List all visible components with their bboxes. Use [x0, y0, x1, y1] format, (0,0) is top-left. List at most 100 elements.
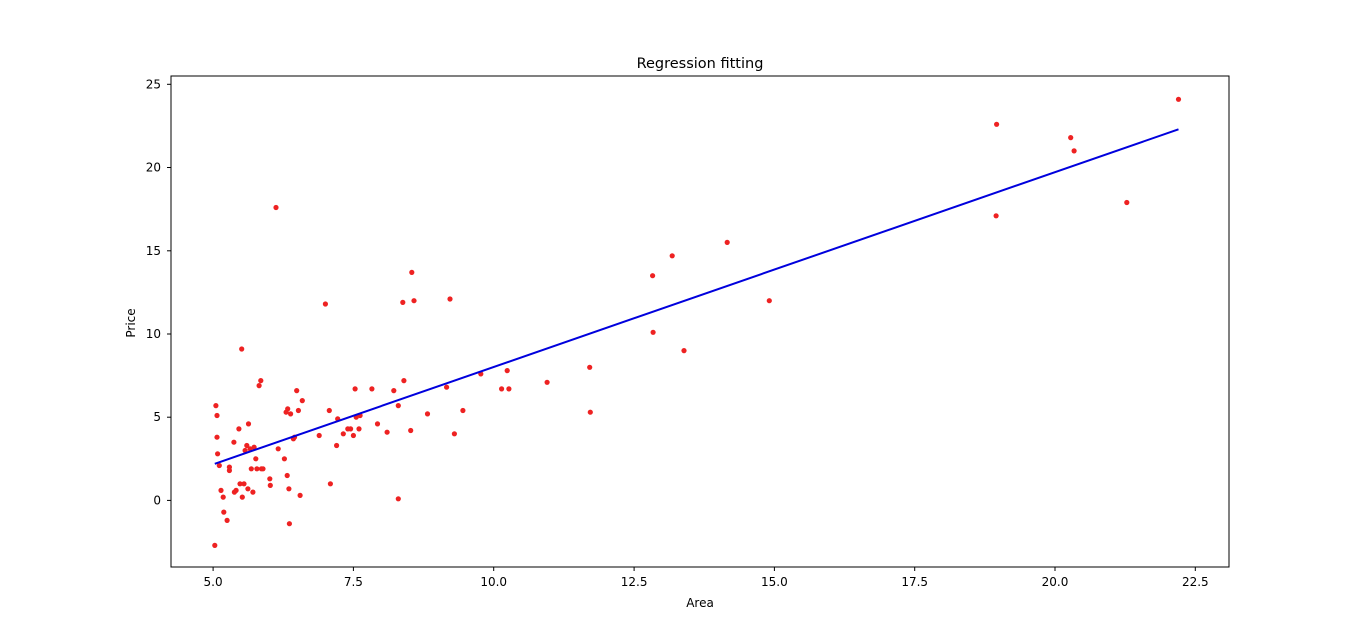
data-point [221, 509, 227, 515]
x-tick-label: 12.5 [621, 575, 648, 589]
data-point [356, 426, 362, 432]
data-point [650, 329, 656, 335]
data-point [409, 269, 415, 275]
data-point [369, 386, 375, 392]
data-point [411, 298, 417, 304]
data-point [766, 298, 772, 304]
x-axis-label: Area [686, 596, 714, 610]
data-point [236, 426, 242, 432]
data-point [352, 386, 358, 392]
data-point [499, 386, 505, 392]
y-tick-label: 0 [153, 493, 161, 507]
data-point [544, 379, 550, 385]
data-point [256, 383, 262, 389]
data-point [220, 494, 226, 500]
data-point [215, 451, 221, 457]
data-point [224, 517, 230, 524]
y-axis-label: Price [124, 308, 138, 337]
data-point [212, 542, 218, 549]
x-tick-label: 22.5 [1182, 575, 1209, 589]
y-tick-label: 5 [153, 410, 161, 424]
data-point [348, 426, 354, 432]
data-point [447, 296, 453, 302]
data-point [273, 204, 279, 211]
data-point [408, 427, 414, 434]
data-point [340, 431, 346, 437]
data-point [260, 466, 266, 472]
data-point [254, 466, 260, 472]
data-point [253, 456, 259, 462]
data-point [286, 486, 292, 492]
data-point [993, 213, 999, 219]
data-point [295, 407, 301, 414]
data-point [460, 407, 466, 414]
data-point [1124, 199, 1130, 206]
data-point [669, 253, 675, 259]
regression-line [214, 128, 1179, 465]
data-point [374, 421, 381, 427]
data-point [239, 494, 245, 500]
data-point [451, 431, 457, 437]
data-point [681, 348, 687, 354]
data-point [424, 411, 431, 417]
data-point [350, 432, 356, 439]
data-point [334, 442, 340, 449]
data-point [216, 462, 222, 469]
data-point [326, 407, 332, 414]
data-point [241, 481, 247, 487]
data-point [587, 409, 593, 415]
data-point [267, 482, 273, 488]
data-point [294, 388, 300, 394]
x-tick-label: 10.0 [480, 575, 507, 589]
data-point [275, 446, 281, 452]
y-tick-label: 10 [146, 327, 161, 341]
data-point [218, 487, 224, 493]
data-point [400, 299, 406, 305]
data-point [286, 521, 292, 527]
data-point [226, 464, 232, 470]
data-point [395, 403, 401, 409]
x-tick-label: 5.0 [204, 575, 223, 589]
data-point [245, 421, 252, 427]
x-tick-label: 17.5 [901, 575, 928, 589]
data-point [587, 364, 593, 370]
data-point [299, 398, 305, 404]
data-point [401, 378, 407, 384]
y-tick-label: 20 [146, 161, 161, 175]
data-point [237, 481, 243, 487]
x-tick-label: 7.5 [344, 575, 363, 589]
data-point [239, 346, 245, 352]
plot-area [212, 96, 1182, 549]
data-point [244, 442, 250, 449]
data-point [248, 466, 254, 472]
data-point [1071, 148, 1077, 154]
data-point [213, 403, 219, 409]
data-point [214, 434, 220, 440]
data-point [444, 384, 450, 390]
data-point [504, 368, 510, 374]
data-point [231, 439, 237, 445]
x-tick-label: 20.0 [1042, 575, 1069, 589]
data-point [245, 486, 251, 492]
data-point [384, 429, 390, 435]
data-point [297, 492, 303, 498]
data-point [724, 239, 730, 245]
data-point [327, 481, 333, 487]
data-point [250, 489, 256, 495]
data-point [251, 444, 257, 450]
data-point [391, 388, 397, 394]
y-tick-label: 15 [146, 244, 161, 258]
data-point [214, 412, 220, 419]
data-point [316, 432, 322, 439]
data-point [285, 406, 291, 412]
chart-title: Regression fitting [637, 56, 764, 72]
x-tick-label: 15.0 [761, 575, 788, 589]
y-tick-label: 25 [146, 77, 161, 91]
data-point [258, 378, 264, 384]
plot-frame [170, 75, 1230, 568]
data-point [284, 472, 290, 479]
data-point [1068, 135, 1074, 141]
data-point [994, 121, 1000, 127]
